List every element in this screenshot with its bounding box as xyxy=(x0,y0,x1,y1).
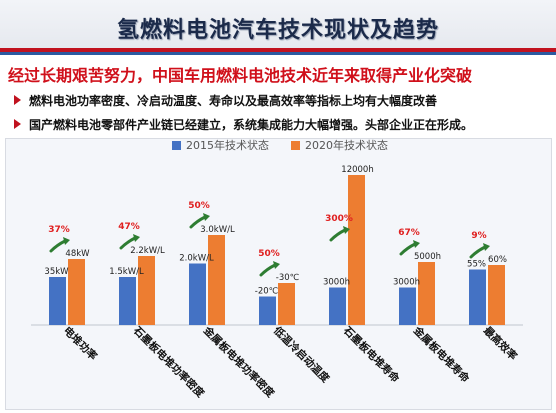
data-label-2015: -20℃ xyxy=(255,287,279,297)
bar-2015 xyxy=(259,296,276,325)
bar-2015 xyxy=(189,263,206,325)
improvement-arrow-icon xyxy=(259,263,277,277)
bullet-text: 国产燃料电池零部件产业链已经建立，系统集成能力大幅增强。头部企业正在形成。 xyxy=(29,117,474,132)
improvement-label: 50% xyxy=(258,249,280,259)
legend-item-2020: 2020年技术状态 xyxy=(291,137,388,153)
legend-swatch-2015 xyxy=(172,140,181,150)
data-label-2020: 5000h xyxy=(414,252,441,262)
bar-2015 xyxy=(119,277,136,325)
bar-2020 xyxy=(348,175,365,325)
bar-2020 xyxy=(418,262,435,325)
category-label: 低温冷启动温度 xyxy=(270,323,332,385)
improvement-label: 300% xyxy=(325,214,353,224)
category-label: 石墨板电堆功率密度 xyxy=(130,323,207,400)
bar-2015 xyxy=(329,287,346,325)
data-label-2015: 2.0kW/L xyxy=(179,254,214,264)
improvement-label: 67% xyxy=(398,228,420,238)
improvement-label: 9% xyxy=(471,231,486,241)
bullet-item: 燃料电池功率密度、冷启动温度、寿命以及最高效率等指标上均有大幅度改善 xyxy=(14,90,550,110)
improvement-label: 47% xyxy=(118,222,140,232)
bar-2020 xyxy=(208,235,225,325)
improvement-arrow-icon xyxy=(329,228,347,242)
triangle-bullet-icon xyxy=(14,95,21,105)
chart-legend: 2015年技术状态 2020年技术状态 xyxy=(172,137,410,153)
improvement-arrow-icon xyxy=(469,245,487,259)
triangle-bullet-icon xyxy=(14,119,21,129)
data-label-2020: 60% xyxy=(488,255,507,265)
legend-label-2015: 2015年技术状态 xyxy=(186,139,269,152)
bar-chart: 35kW 48kW 37% 电堆功率 1.5kW/L 2.2kW/L 47% 石墨板电堆功率密… xyxy=(31,165,523,400)
data-label-2015: 3000h xyxy=(323,278,350,288)
page-title: 氢燃料电池汽车技术现状及趋势 xyxy=(116,18,439,43)
improvement-label: 37% xyxy=(48,225,70,235)
data-label-2020: 48kW xyxy=(65,249,90,259)
page-subtitle: 经过长期艰苦努力，中国车用燃料电池技术近年来取得产业化突破 xyxy=(8,66,473,85)
bar-2020 xyxy=(138,256,155,325)
data-label-2020: 2.2kW/L xyxy=(130,246,165,256)
bullet-list: 燃料电池功率密度、冷启动温度、寿命以及最高效率等指标上均有大幅度改善 国产燃料电… xyxy=(14,90,550,138)
bar-2015 xyxy=(399,287,416,325)
bullet-item: 国产燃料电池零部件产业链已经建立，系统集成能力大幅增强。头部企业正在形成。 xyxy=(14,114,550,134)
bar-2015 xyxy=(469,269,486,325)
chart-frame xyxy=(5,138,552,410)
improvement-label: 50% xyxy=(188,201,210,211)
bullet-text: 燃料电池功率密度、冷启动温度、寿命以及最高效率等指标上均有大幅度改善 xyxy=(29,93,438,108)
bar-2020 xyxy=(488,265,505,325)
legend-item-2015: 2015年技术状态 xyxy=(172,137,269,153)
improvement-arrow-icon xyxy=(119,236,137,250)
category-label: 金属板电堆寿命 xyxy=(410,323,472,385)
legend-swatch-2020 xyxy=(291,140,300,150)
data-label-2020: 12000h xyxy=(341,165,373,175)
improvement-arrow-icon xyxy=(189,215,207,229)
category-label: 电堆功率 xyxy=(61,324,100,363)
improvement-arrowhead-icon xyxy=(63,237,70,245)
improvement-arrowhead-icon xyxy=(273,261,280,269)
title-bar xyxy=(0,0,556,48)
title-divider-blue xyxy=(0,52,556,55)
category-label: 石墨板电堆寿命 xyxy=(340,323,402,385)
improvement-arrowhead-icon xyxy=(133,234,140,242)
data-label-2020: -30℃ xyxy=(276,273,300,283)
bar-2015 xyxy=(49,277,66,325)
data-label-2015: 1.5kW/L xyxy=(109,267,144,277)
data-label-2020: 3.0kW/L xyxy=(200,225,235,235)
category-label: 最高效率 xyxy=(481,324,520,363)
bar-2020 xyxy=(68,259,85,325)
improvement-arrowhead-icon xyxy=(343,226,350,234)
data-label-2015: 3000h xyxy=(393,278,420,288)
data-label-2015: 55% xyxy=(467,260,486,270)
data-label-2015: 35kW xyxy=(44,267,69,277)
category-label: 金属板电堆功率密度 xyxy=(200,323,277,400)
title-divider-red xyxy=(0,48,556,52)
improvement-arrowhead-icon xyxy=(413,240,420,248)
bar-2020 xyxy=(278,283,295,325)
improvement-arrow-icon xyxy=(49,239,67,253)
legend-label-2020: 2020年技术状态 xyxy=(305,139,388,152)
improvement-arrowhead-icon xyxy=(483,243,490,251)
improvement-arrowhead-icon xyxy=(203,213,210,221)
improvement-arrow-icon xyxy=(399,242,417,256)
